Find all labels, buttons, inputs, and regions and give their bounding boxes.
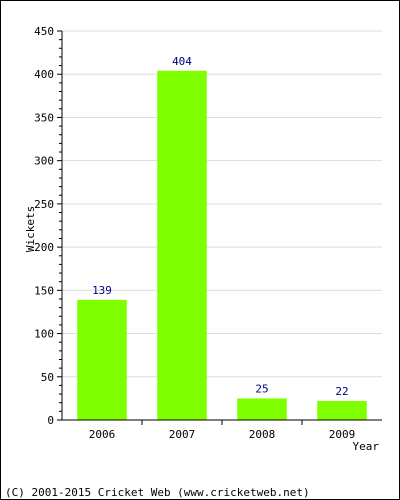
bar-2006 [77,299,127,420]
y-tick-label: 250 [34,198,54,211]
y-tick-label: 200 [34,241,54,254]
bar-2008 [237,398,287,420]
data-label-2006: 139 [92,284,112,297]
data-label-2009: 22 [335,385,348,398]
copyright-footer: (C) 2001-2015 Cricket Web (www.cricketwe… [5,486,310,499]
x-tick-label-2008: 2008 [249,428,276,441]
bar-2007 [157,70,207,421]
y-tick-label: 450 [34,25,54,38]
bars [77,70,367,421]
x-axis-ticks: 2006 2007 2008 2009 [89,420,356,441]
y-axis-ticks: 0 50 100 150 200 250 300 350 400 450 [34,25,62,427]
y-tick-label: 400 [34,68,54,81]
x-tick-label-2007: 2007 [169,428,196,441]
data-label-2007: 404 [172,55,192,68]
y-tick-label: 100 [34,328,54,341]
y-tick-label: 300 [34,155,54,168]
y-tick-label: 50 [41,371,54,384]
bar-2009 [317,400,367,420]
data-labels: 139 404 25 22 [92,55,349,398]
x-tick-label-2006: 2006 [89,428,116,441]
x-tick-label-2009: 2009 [329,428,356,441]
y-axis-label: Wickets [24,206,37,252]
y-tick-label: 150 [34,284,54,297]
x-axis-label: Year [353,440,380,453]
y-tick-label: 350 [34,111,54,124]
y-tick-label: 0 [47,414,54,427]
data-label-2008: 25 [255,382,268,395]
